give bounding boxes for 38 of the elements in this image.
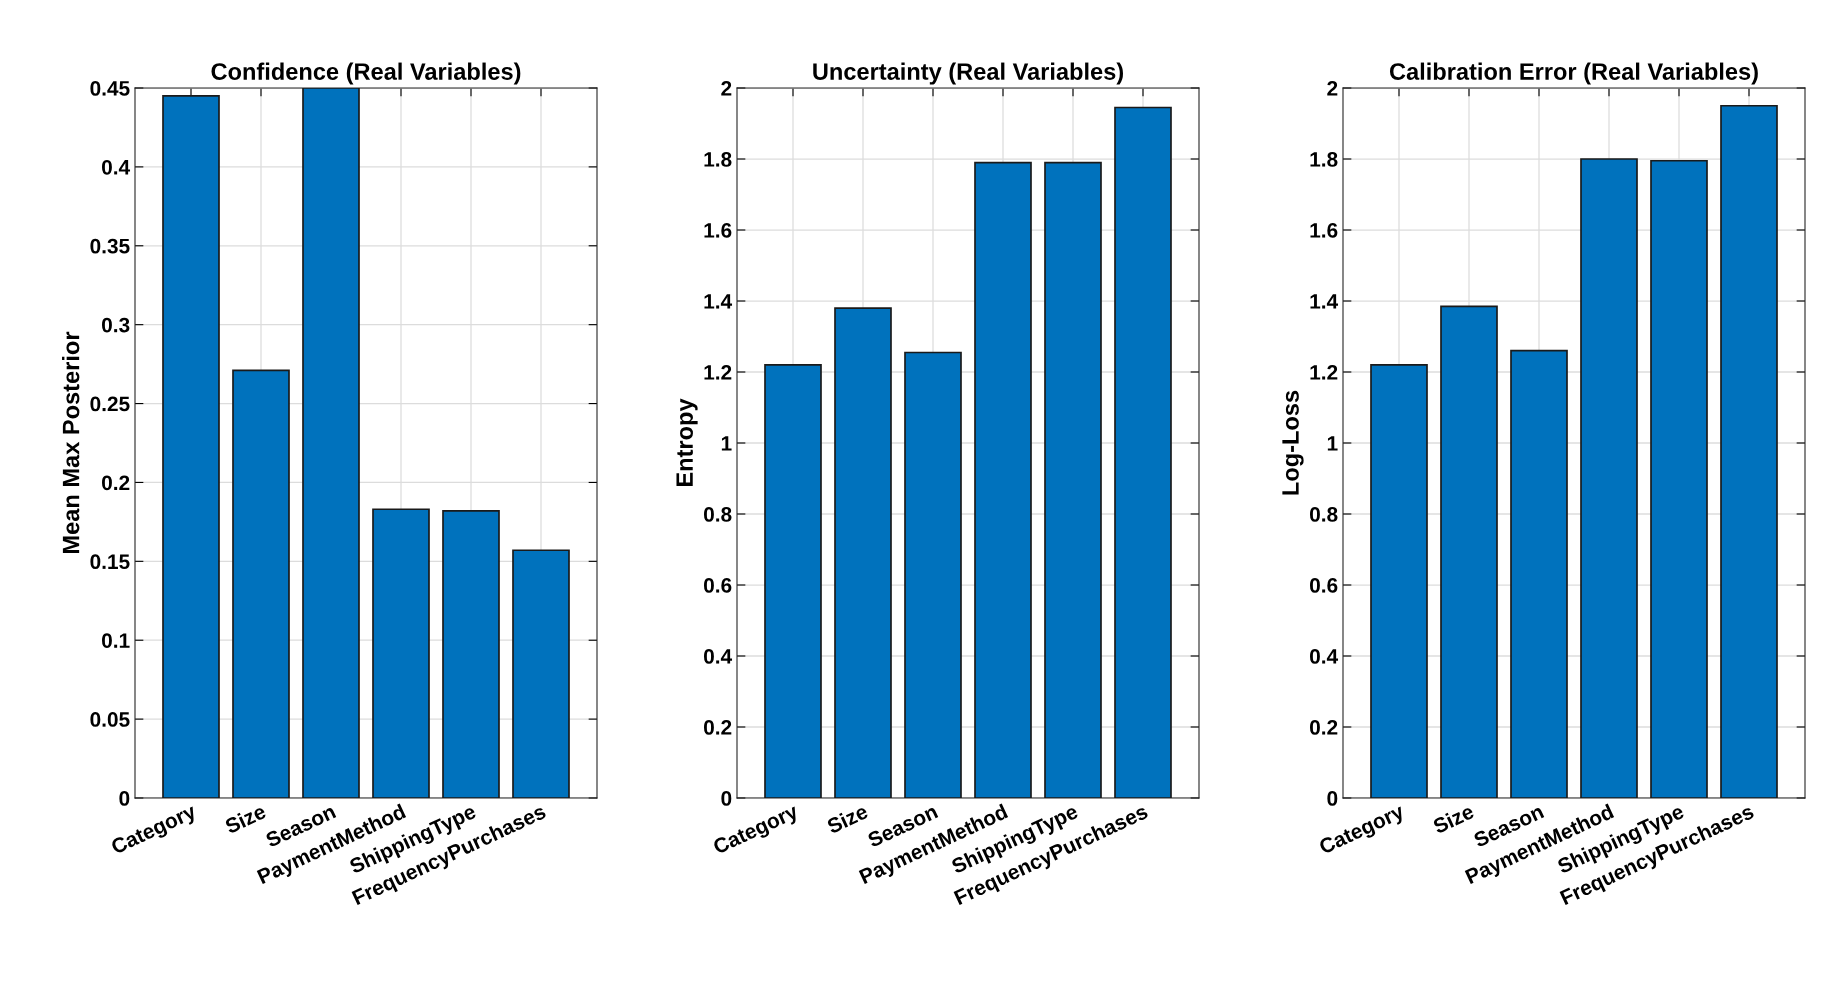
y-tick-label: 1.6 [704,223,732,238]
y-tick-label: 0.4 [102,159,131,175]
y-tick-label: 2 [721,81,732,96]
y-tick-label: 1 [1327,436,1338,451]
y-tick-label: 0.6 [704,578,732,593]
y-tick-label: 0.8 [704,507,732,522]
y-axis-title: Entropy [676,398,698,487]
y-tick-label: 1.4 [1310,294,1339,309]
y-tick-label: 1.8 [1310,152,1338,167]
y-tick-label: 1.2 [1310,365,1338,380]
y-tick-label: 0.45 [90,81,130,96]
y-tick-label: 1.2 [704,365,732,380]
y-tick-label: 1 [721,436,732,451]
y-axis-title: Log-Loss [1282,390,1304,495]
y-tick-label: 0.6 [1310,578,1338,593]
chart-title: Confidence (Real Variables) [211,62,521,85]
y-tick-label: 0 [1327,791,1338,806]
y-tick-label: 0.25 [90,396,130,412]
y-tick-label: 0.15 [90,554,130,570]
y-tick-label: 0.3 [102,317,130,333]
y-tick-label: 0.2 [1310,720,1338,735]
y-tick-label: 0.2 [102,475,130,491]
y-tick-label: 0.2 [704,720,732,735]
y-tick-label: 0.4 [704,649,733,664]
y-axis-title: Mean Max Posterior [62,331,80,553]
y-tick-label: 0.05 [90,712,130,727]
y-tick-label: 0.8 [1310,507,1338,522]
y-tick-label: 1.8 [704,152,732,167]
y-tick-label: 0.4 [1310,649,1339,664]
y-tick-label: 0 [721,791,732,806]
chart-title: Calibration Error (Real Variables) [1389,62,1758,85]
y-tick-label: 0.1 [102,633,130,648]
y-tick-label: 1.6 [1310,223,1338,238]
y-tick-label: 1.4 [704,294,733,309]
y-tick-label: 0 [119,791,130,806]
y-tick-label: 2 [1327,81,1338,96]
y-tick-label: 0.35 [90,238,130,254]
chart-title: Uncertainty (Real Variables) [813,62,1123,85]
